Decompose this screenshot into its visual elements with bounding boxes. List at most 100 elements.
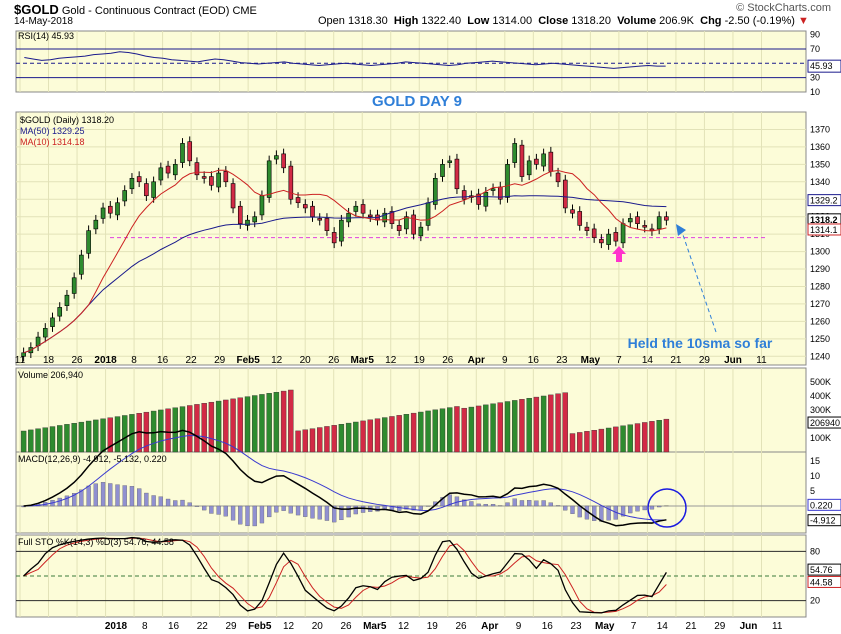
candle-body	[512, 143, 518, 163]
price-tick-label: 1350	[810, 159, 830, 169]
candle-body	[382, 212, 388, 223]
candle-body	[310, 205, 315, 217]
macd-histogram-bar	[144, 492, 149, 507]
macd-histogram-bar	[353, 505, 358, 515]
candle-body	[396, 225, 402, 231]
price-x-label: 18	[43, 355, 55, 366]
macd-histogram-bar	[324, 505, 330, 521]
candle-body	[599, 239, 604, 244]
candle-body	[172, 164, 178, 176]
candle-body	[541, 153, 546, 167]
sto-x-label: Apr	[481, 621, 498, 632]
macd-histogram-bar	[209, 505, 214, 514]
sto-x-label: Feb5	[248, 621, 272, 632]
high-value: 1322.40	[421, 15, 462, 27]
macd-histogram-bar	[57, 497, 62, 507]
volume-title: Volume 206,940	[18, 370, 83, 380]
macd-histogram-bar	[563, 505, 568, 511]
volume-bar	[244, 396, 251, 453]
candle-body	[440, 164, 445, 177]
candle-body	[216, 172, 221, 188]
candle-body	[418, 226, 424, 237]
price-tick-label: 1300	[810, 247, 830, 257]
volume-bar	[230, 398, 236, 453]
volume-bar	[237, 397, 243, 453]
price-x-label: 16	[157, 355, 169, 366]
volume-bar	[497, 402, 503, 453]
candle-body	[237, 205, 243, 224]
volume-bar	[591, 430, 597, 453]
rsi-tick-label: 90	[810, 30, 820, 40]
volume-bar	[577, 432, 583, 453]
ma50-legend: MA(50) 1329.25	[20, 126, 85, 136]
pink-arrow-icon	[612, 246, 626, 262]
macd-histogram-bar	[202, 505, 207, 511]
macd-histogram-bar	[332, 505, 337, 523]
candle-body	[223, 171, 229, 183]
candle-body	[526, 160, 532, 176]
volume-bar	[367, 419, 373, 453]
macd-histogram-bar	[64, 495, 70, 507]
sto-x-label: 29	[714, 621, 726, 632]
candle-body	[259, 195, 265, 216]
candle-body	[613, 232, 619, 242]
volume-bar	[165, 408, 171, 453]
price-x-label: 26	[71, 355, 83, 366]
candle-body	[144, 183, 149, 197]
macd-histogram-bar	[418, 505, 423, 510]
volume-last-label: 206940	[810, 418, 840, 428]
sto-x-label: 9	[516, 621, 522, 632]
volume-bar	[208, 401, 215, 453]
price-x-label: 11	[15, 355, 26, 366]
volume-bar	[475, 405, 482, 453]
candle-body	[548, 151, 554, 172]
candle-body	[642, 225, 648, 228]
volume-bar	[555, 393, 561, 453]
sto-x-label: 26	[455, 621, 467, 632]
volume-bar	[223, 399, 229, 453]
volume-bar	[605, 427, 612, 453]
candle-body	[86, 230, 91, 254]
candle-body	[288, 165, 294, 200]
volume-bar	[418, 411, 424, 453]
candle-body	[107, 205, 113, 214]
candle-body	[404, 216, 409, 230]
macd-histogram-bar	[527, 500, 532, 507]
rsi-tick-label: 10	[810, 87, 820, 97]
price-x-label: May	[581, 355, 601, 366]
volume-bar	[100, 418, 106, 453]
sto-x-label: 16	[542, 621, 554, 632]
sto-x-label: 11	[772, 621, 783, 632]
macd-histogram-bar	[570, 505, 575, 514]
price-title: $GOLD (Daily) 1318.20	[20, 115, 114, 125]
volume-bar	[382, 417, 388, 453]
volume-bar	[642, 422, 648, 453]
candle-body	[165, 165, 171, 174]
macd-histogram-bar	[512, 498, 517, 507]
candle-body	[295, 197, 301, 204]
sto-last-box	[807, 563, 841, 576]
volume-bar	[78, 421, 85, 453]
candle-body	[201, 176, 207, 179]
volume-bar	[331, 425, 337, 453]
macd-histogram-bar	[397, 505, 402, 511]
volume-bar	[295, 430, 301, 453]
macd-histogram-bar	[303, 505, 308, 517]
price-x-label: Apr	[468, 355, 485, 366]
volume-bar	[410, 412, 417, 453]
candle-body	[425, 202, 431, 226]
volume-bar	[627, 424, 633, 453]
volume-bar	[360, 420, 366, 453]
macd-histogram-bar	[151, 495, 156, 507]
open-value: 1318.30	[347, 15, 388, 27]
candle-body	[606, 233, 611, 245]
price-tick-label: 1270	[810, 299, 830, 309]
candle-body	[100, 207, 106, 219]
price-tick-label: 1250	[810, 334, 830, 344]
candle-body	[64, 294, 70, 306]
ma10-legend: MA(10) 1314.18	[20, 137, 85, 147]
macd-histogram-bar	[259, 505, 265, 524]
rsi-last-box	[807, 59, 841, 73]
volume-bar	[35, 428, 41, 453]
volume-bar	[526, 397, 532, 453]
